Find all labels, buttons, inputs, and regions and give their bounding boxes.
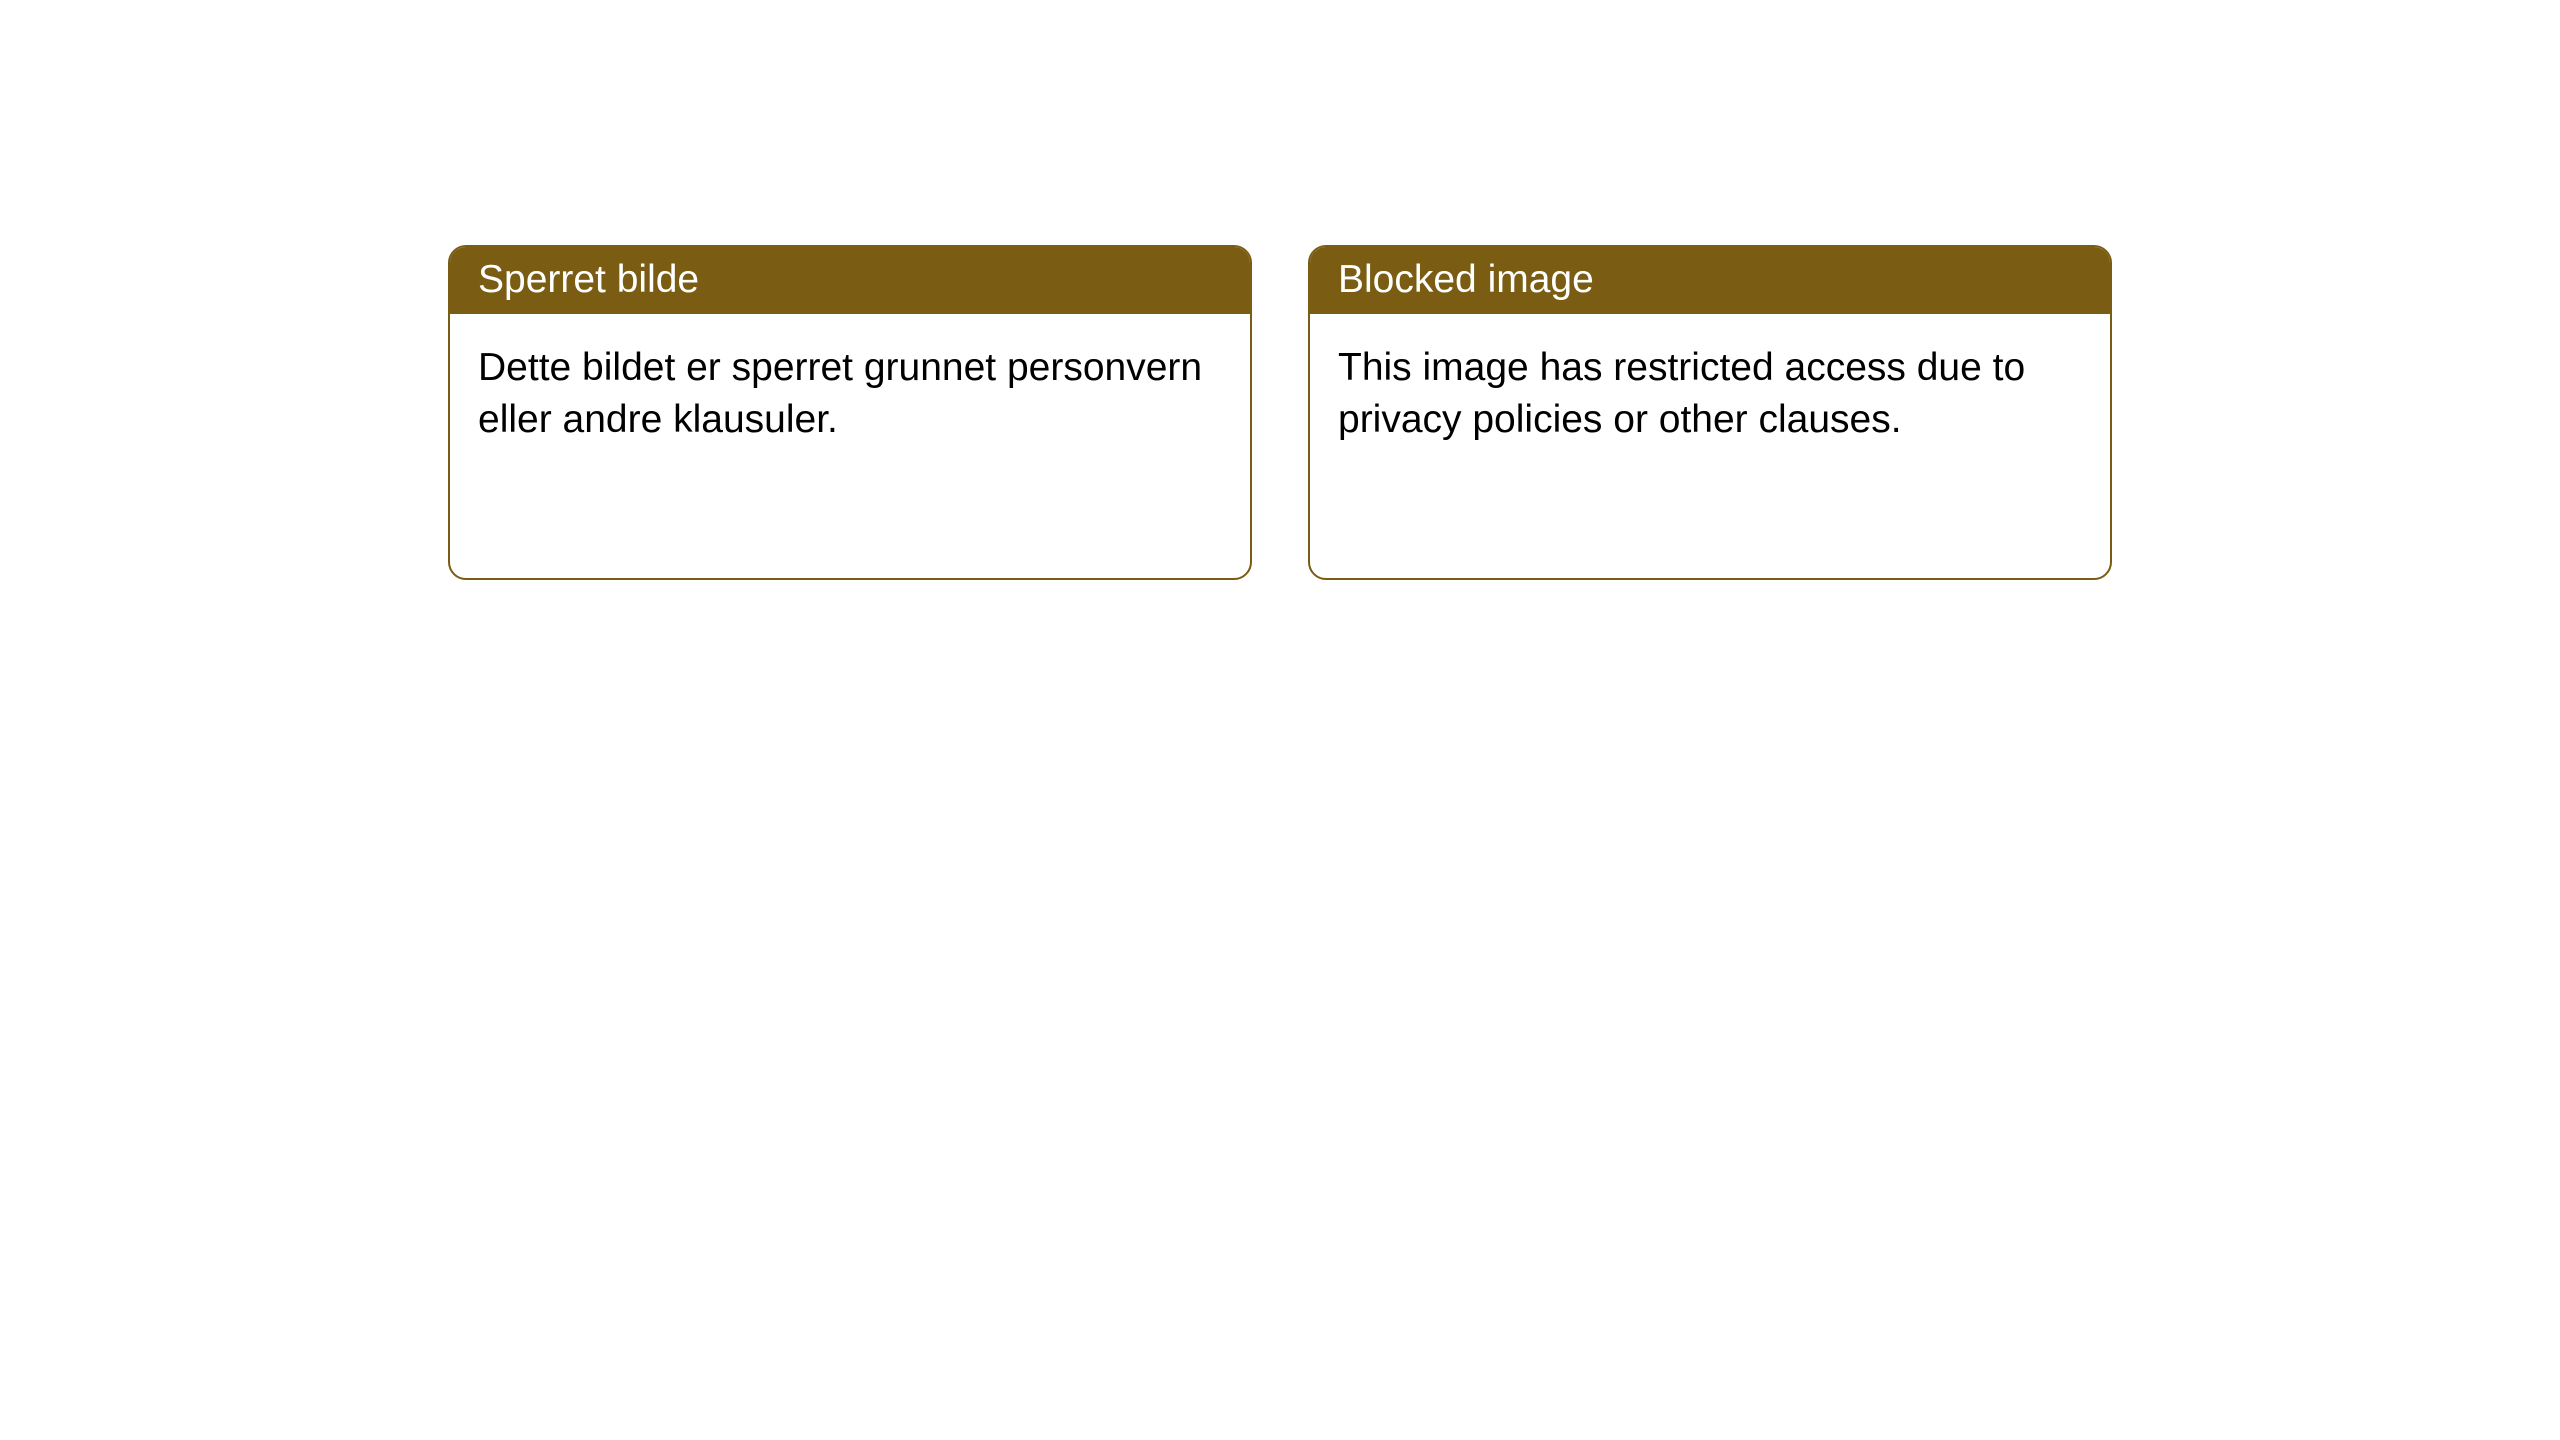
blocked-image-cards-row: Sperret bilde Dette bildet er sperret gr… [448, 245, 2560, 580]
card-header: Blocked image [1310, 247, 2110, 314]
card-body: This image has restricted access due to … [1310, 314, 2110, 475]
blocked-image-card-no: Sperret bilde Dette bildet er sperret gr… [448, 245, 1252, 580]
blocked-image-card-en: Blocked image This image has restricted … [1308, 245, 2112, 580]
card-body: Dette bildet er sperret grunnet personve… [450, 314, 1250, 475]
card-header: Sperret bilde [450, 247, 1250, 314]
